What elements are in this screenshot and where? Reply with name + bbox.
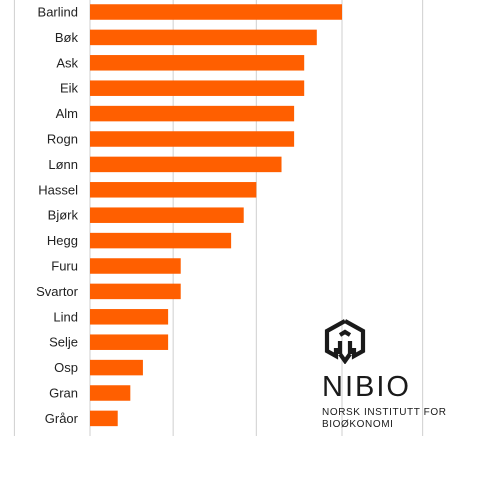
category-label: Ask: [56, 55, 78, 70]
category-label: Bjørk: [48, 208, 79, 223]
nibio-wordmark: NIBIO: [322, 371, 411, 403]
nibio-logo: NIBIO NORSK INSTITUTT FOR BIOØKONOMI: [322, 318, 472, 431]
bar-lind: [90, 309, 169, 325]
nibio-tagline: NORSK INSTITUTT FOR BIOØKONOMI: [322, 407, 472, 431]
bar-gran: [90, 385, 131, 401]
bar-hegg: [90, 232, 232, 249]
category-label: Svartor: [36, 284, 79, 299]
nibio-tagline-line1: NORSK INSTITUTT FOR: [322, 407, 447, 418]
category-label: Barlind: [38, 5, 78, 20]
category-label: Bøk: [55, 30, 79, 45]
bar-furu: [90, 258, 181, 274]
bar-barlind: [90, 4, 342, 20]
category-label: Rogn: [47, 132, 78, 147]
category-label: Hassel: [38, 182, 78, 197]
category-label: Selje: [49, 335, 78, 350]
bar-alm: [90, 105, 295, 122]
bar-gråor: [90, 410, 118, 427]
category-label: Lønn: [48, 157, 78, 172]
category-label: Gråor: [45, 411, 79, 426]
bar-hassel: [90, 182, 257, 198]
category-label: Hegg: [47, 233, 78, 248]
category-label: Alm: [56, 106, 78, 121]
bar-lønn: [90, 156, 282, 173]
nibio-cube-logo-icon: [324, 319, 366, 365]
category-label: Furu: [51, 259, 78, 274]
category-label: Lind: [53, 309, 78, 324]
category-label: Gran: [49, 386, 78, 401]
bar-bøk: [90, 29, 317, 46]
bar-eik: [90, 80, 305, 96]
category-label: Eik: [60, 81, 79, 96]
nibio-tagline-line2: BIOØKONOMI: [322, 419, 394, 430]
category-label: Osp: [54, 360, 78, 375]
bar-osp: [90, 359, 143, 376]
bar-svartor: [90, 283, 181, 300]
bar-rogn: [90, 131, 295, 147]
bar-bjørk: [90, 207, 244, 223]
bar-ask: [90, 55, 305, 71]
bar-selje: [90, 334, 169, 350]
